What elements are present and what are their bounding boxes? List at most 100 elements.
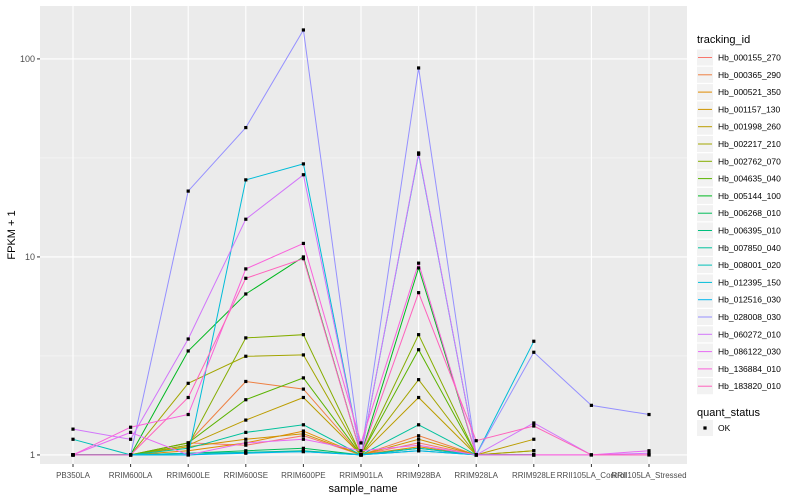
x-tick-label: RRIM600LE [166, 471, 210, 480]
data-point [301, 255, 305, 259]
data-point [417, 395, 421, 400]
data-point [301, 449, 305, 454]
data-point [301, 446, 305, 450]
x-tick-label: RRIM928BA [396, 471, 441, 480]
legend-label: Hb_008001_020 [718, 260, 781, 270]
data-point [417, 333, 421, 337]
data-point [417, 261, 421, 265]
data-point [186, 189, 190, 193]
data-point [359, 449, 363, 453]
y-tick-label: 100 [20, 54, 35, 64]
data-point [244, 437, 248, 441]
x-tick-label: RRIM928LA [454, 471, 498, 480]
legend-item: Hb_001157_130 [697, 101, 781, 118]
data-point [589, 403, 593, 407]
data-point [244, 451, 248, 455]
y-tick-label: 1 [30, 450, 35, 460]
data-point [301, 423, 305, 427]
legend-label: Hb_060272_010 [718, 329, 781, 339]
legend-item: Hb_060272_010 [697, 326, 781, 343]
data-point [301, 333, 305, 337]
quant-status-title: quant_status [697, 407, 760, 419]
legend-item: Hb_000155_270 [697, 49, 781, 66]
data-point [301, 395, 305, 400]
data-point [244, 398, 248, 402]
legend-label: Hb_004635_040 [718, 174, 781, 184]
data-point [417, 66, 421, 70]
legend-item: Hb_008001_020 [697, 257, 781, 274]
legend-item: Hb_086122_030 [697, 343, 781, 360]
data-point [186, 337, 190, 341]
data-point [244, 441, 248, 445]
data-point [532, 453, 536, 457]
data-point [647, 412, 651, 417]
data-point [417, 434, 421, 438]
data-point [417, 151, 421, 155]
legend-label: Hb_183820_010 [718, 381, 781, 391]
legend-label: Hb_086122_030 [718, 347, 781, 357]
legend-item: Hb_136884_010 [697, 360, 781, 377]
data-point [417, 266, 421, 270]
x-tick-label: RRII105LA_Control [557, 471, 627, 480]
legend-label: Hb_136884_010 [718, 364, 781, 374]
data-point [474, 453, 478, 457]
x-tick-label: RRIM600PE [281, 471, 325, 480]
legend-key-point [703, 426, 707, 430]
data-point [532, 350, 536, 354]
legend-item: Hb_002217_210 [697, 136, 781, 152]
data-point [71, 453, 75, 457]
data-point [589, 453, 593, 457]
data-point [417, 423, 421, 427]
data-point [244, 430, 248, 434]
legend-label: Hb_000365_290 [718, 70, 781, 80]
plot-panel [40, 6, 687, 464]
x-tick-label: RRIM600LA [109, 471, 153, 480]
data-point [532, 421, 536, 425]
series-points [71, 28, 651, 457]
data-point [186, 412, 190, 417]
data-point [186, 443, 190, 447]
data-point [301, 353, 305, 357]
legend-item: Hb_000365_290 [697, 66, 781, 83]
data-point [301, 241, 305, 246]
legend-label: Hb_012516_030 [718, 295, 781, 305]
legend-item: Hb_006268_010 [697, 205, 781, 222]
data-point [417, 378, 421, 382]
data-point [301, 429, 305, 433]
data-point [244, 449, 248, 453]
data-point [417, 446, 421, 450]
legend-item: Hb_006395_010 [697, 222, 781, 239]
data-point [186, 381, 190, 385]
data-point [647, 453, 651, 457]
legend-item: Hb_012516_030 [697, 291, 781, 308]
legend-item: Hb_000521_350 [697, 84, 781, 101]
legend-item: Hb_002762_070 [697, 153, 781, 170]
legend-label: Hb_006268_010 [718, 208, 781, 218]
data-point [129, 453, 133, 457]
data-point [532, 424, 536, 428]
legend-item: Hb_183820_010 [697, 378, 781, 395]
legend: tracking_id Hb_000155_270 Hb_000365_290 Hb… [697, 34, 781, 436]
data-point [186, 395, 190, 400]
quant-status-label: OK [718, 423, 731, 433]
data-point [474, 439, 478, 443]
data-point [186, 449, 190, 453]
x-tick-label: RRII105LA_Stressed [611, 471, 686, 480]
data-point [244, 125, 248, 130]
data-point [647, 449, 651, 453]
y-axis-label: FPKM + 1 [6, 210, 18, 259]
legend-item: Hb_005144_100 [697, 187, 781, 204]
x-axis-ticks: PB350LA RRIM600LA RRIM600LE RRIM600SE RRIM60… [56, 464, 687, 480]
data-point [186, 446, 190, 450]
quant-status-item: OK [697, 420, 731, 436]
x-tick-label: RRIM928LE [512, 471, 556, 480]
data-point [244, 217, 248, 221]
data-point [417, 441, 421, 445]
legend-label: Hb_012395_150 [718, 277, 781, 287]
data-point [129, 425, 133, 429]
data-point [532, 437, 536, 441]
data-point [244, 292, 248, 296]
x-tick-label: RRIM901LA [339, 471, 383, 480]
data-point [359, 453, 363, 457]
